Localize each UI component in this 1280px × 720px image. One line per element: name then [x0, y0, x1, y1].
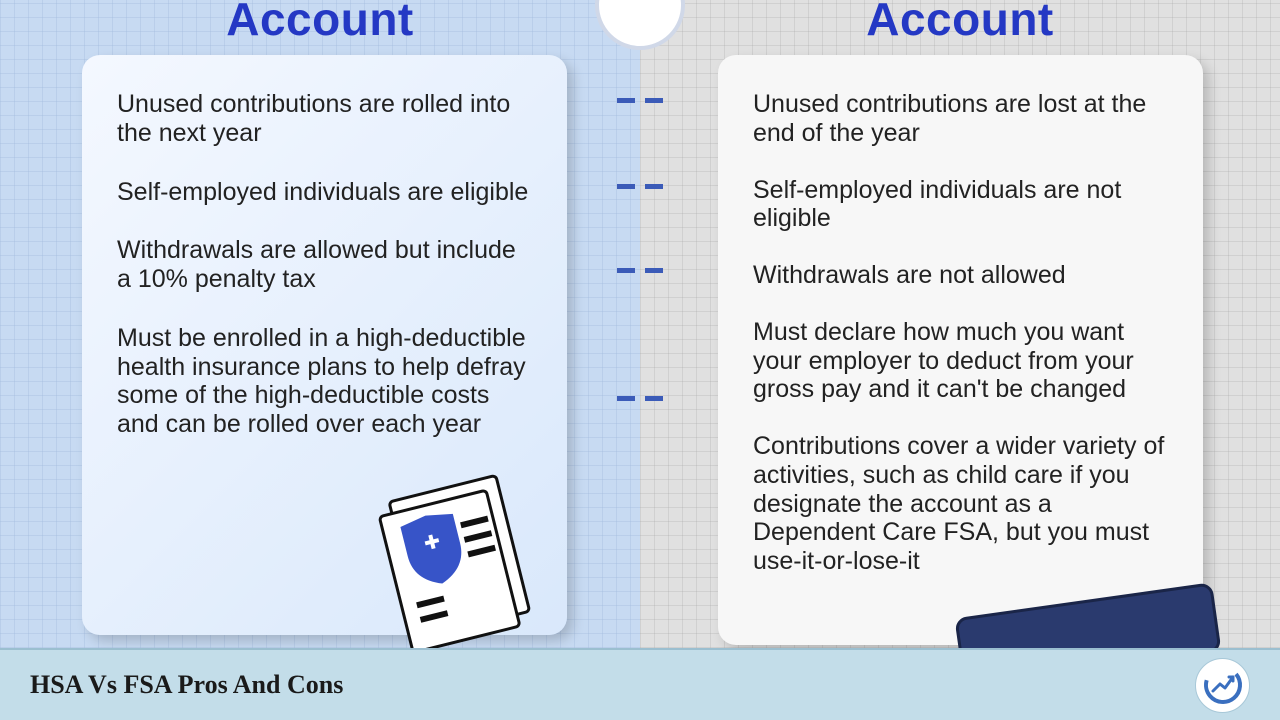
right-point: Self-employed individuals are not eligib…	[753, 176, 1168, 234]
left-point: Unused contributions are rolled into the…	[117, 90, 532, 148]
left-card: Unused contributions are rolled into the…	[82, 55, 567, 635]
main-comparison-area: Account Unused contributions are rolled …	[0, 0, 1280, 648]
dash-row	[610, 396, 670, 401]
left-point: Must be enrolled in a high-deductible he…	[117, 324, 532, 439]
right-point: Contributions cover a wider variety of a…	[753, 432, 1168, 576]
left-point: Self-employed individuals are eligible	[117, 178, 532, 207]
left-heading: Account	[0, 0, 640, 46]
dash-row	[610, 184, 670, 189]
dash-row	[610, 98, 670, 103]
right-point: Must declare how much you want your empl…	[753, 318, 1168, 404]
dash-row	[610, 268, 670, 273]
footer-logo-icon	[1195, 658, 1250, 713]
right-point: Unused contributions are lost at the end…	[753, 90, 1168, 148]
footer-bar: HSA Vs FSA Pros And Cons	[0, 648, 1280, 720]
right-panel-fsa: Account Unused contributions are lost at…	[640, 0, 1280, 648]
right-point: Withdrawals are not allowed	[753, 261, 1168, 290]
left-point: Withdrawals are allowed but include a 10…	[117, 236, 532, 294]
footer-title: HSA Vs FSA Pros And Cons	[30, 670, 343, 700]
right-heading: Account	[640, 0, 1280, 46]
document-shield-icon	[367, 470, 542, 655]
left-panel-hsa: Account Unused contributions are rolled …	[0, 0, 640, 648]
right-card: Unused contributions are lost at the end…	[718, 55, 1203, 645]
